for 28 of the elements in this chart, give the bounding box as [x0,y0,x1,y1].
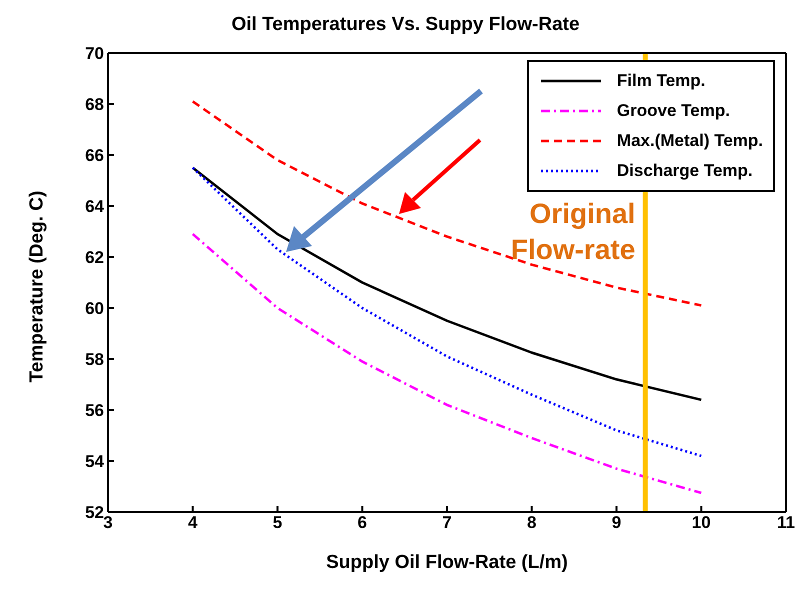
y-tick-label: 60 [85,299,104,318]
legend-label: Groove Temp. [616,101,730,121]
legend-label: Max.(Metal) Temp. [616,131,763,151]
y-tick-label: 52 [85,503,104,522]
x-tick-label: 7 [442,513,452,532]
x-axis-title: Supply Oil Flow-Rate (L/m) [326,552,568,573]
y-tick-label: 54 [85,452,105,472]
y-tick-label: 68 [85,95,104,114]
x-tick-label: 6 [358,513,367,532]
ref-line-label: Original Flow-rate [510,198,636,265]
legend-label: Discharge Temp. [616,161,753,181]
y-tick-label: 58 [85,350,104,370]
x-tick-label: 9 [612,513,622,532]
y-tick-label: 64 [85,197,105,216]
y-tick-label: 56 [85,401,104,420]
y-tick-label: 70 [85,44,104,64]
x-tick-label: 8 [527,513,536,532]
legend-label: Film Temp. [616,71,706,91]
chart-title: Oil Temperatures Vs. Suppy Flow-Rate [230,14,581,36]
x-tick-label: 3 [103,513,113,532]
x-tick-label: 5 [272,513,282,532]
y-tick-label: 66 [85,146,104,166]
x-tick-label: 4 [188,513,198,532]
line-series [192,232,702,494]
x-tick-label: 11 [777,513,795,532]
x-tick-label: 10 [692,513,711,532]
y-axis-title: Temperature (Deg. C) [26,190,48,382]
y-tick-label: 62 [85,248,104,268]
